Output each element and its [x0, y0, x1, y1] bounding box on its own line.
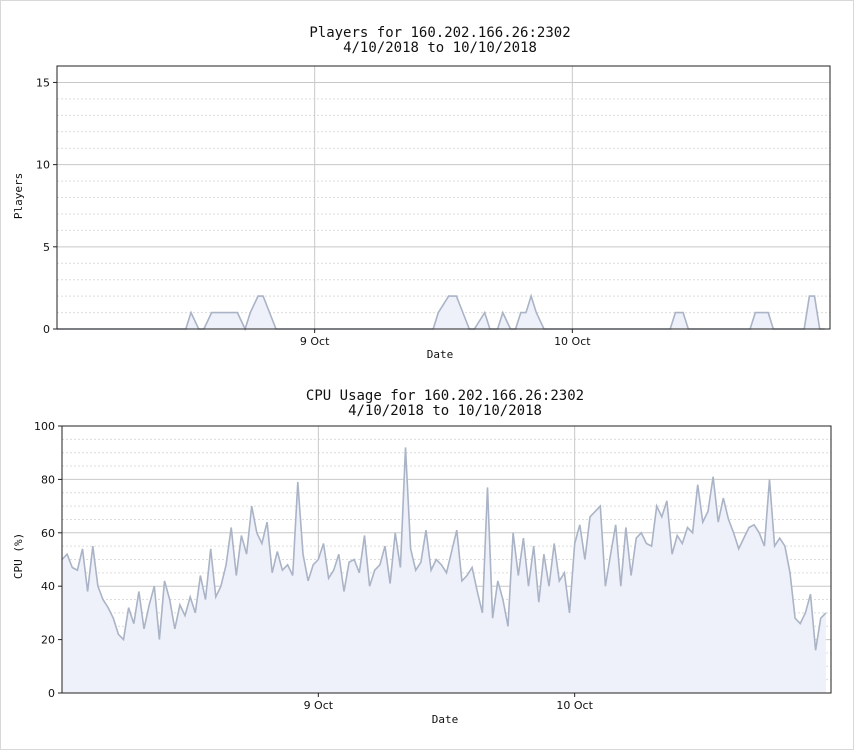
y-tick-label: 80: [41, 473, 55, 486]
y-tick-label: 20: [41, 634, 55, 647]
series-line: [57, 293, 825, 332]
series-area: [57, 296, 825, 329]
y-tick-label: 0: [48, 687, 55, 700]
plot-frame: [61, 425, 832, 694]
x-tick-label: 9 Oct: [304, 699, 334, 712]
series-line: [61, 447, 827, 651]
y-tick-label: 40: [41, 580, 55, 593]
plot-frame: [56, 65, 831, 330]
players-chart: Players for 160.202.166.26:2302 4/10/201…: [12, 25, 831, 361]
chart-title: CPU Usage for 160.202.166.26:2302: [306, 388, 584, 404]
y-tick-label: 5: [43, 241, 50, 254]
y-axis-label: CPU (%): [12, 533, 25, 579]
chart-title: Players for 160.202.166.26:2302: [309, 25, 570, 41]
x-tick-label: 10 Oct: [554, 335, 591, 348]
y-axis-label: Players: [12, 173, 25, 219]
y-tick-label: 15: [36, 76, 50, 89]
x-tick-label: 10 Oct: [556, 699, 593, 712]
y-tick-label: 10: [36, 159, 50, 172]
cpu-usage-chart: CPU Usage for 160.202.166.26:2302 4/10/2…: [12, 388, 832, 726]
x-axis-label: Date: [432, 713, 459, 726]
chart-subtitle: 4/10/2018 to 10/10/2018: [348, 403, 542, 419]
y-tick-label: 0: [43, 323, 50, 336]
y-tick-label: 60: [41, 527, 55, 540]
x-tick-label: 9 Oct: [300, 335, 330, 348]
chart-subtitle: 4/10/2018 to 10/10/2018: [343, 40, 537, 56]
x-axis-label: Date: [427, 348, 454, 361]
y-tick-label: 100: [34, 420, 55, 433]
